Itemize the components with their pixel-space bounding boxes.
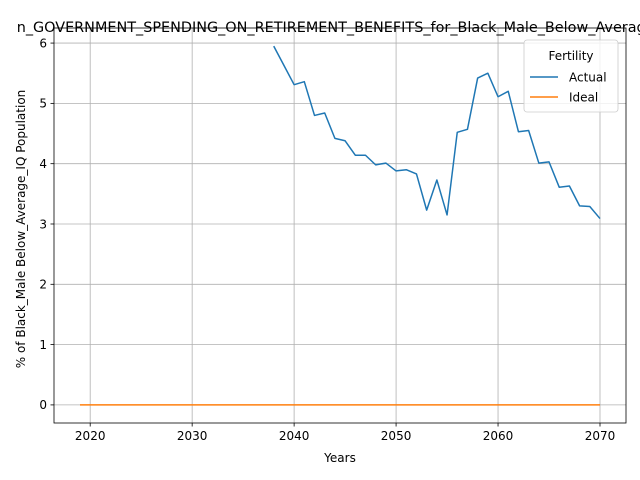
x-axis-label: Years — [323, 451, 356, 465]
y-tick-label: 2 — [39, 278, 47, 292]
y-tick-label: 3 — [39, 217, 47, 231]
x-tick-label: 2020 — [75, 429, 106, 443]
series-line-actual — [273, 45, 601, 220]
y-tick-label: 4 — [39, 157, 47, 171]
plot-frame — [53, 27, 627, 424]
legend-label-actual: Actual — [569, 71, 607, 85]
series-lines — [80, 45, 601, 406]
x-tick-label: 2050 — [381, 429, 412, 443]
y-tick-label: 0 — [39, 398, 47, 412]
y-tick-label: 6 — [39, 36, 47, 50]
y-axis-label: % of Black_Male Below_Average_IQ Populat… — [14, 90, 28, 369]
legend-label-ideal: Ideal — [569, 91, 598, 105]
x-tick-label: 2030 — [177, 429, 208, 443]
x-tick-label: 2040 — [279, 429, 310, 443]
x-tick-label: 2070 — [585, 429, 616, 443]
legend-title: Fertility — [548, 49, 593, 63]
y-tick-label: 1 — [39, 338, 47, 352]
x-tick-label: 2060 — [483, 429, 514, 443]
y-tick-label: 5 — [39, 97, 47, 111]
chart-title: n_GOVERNMENT_SPENDING_ON_RETIREMENT_BENE… — [17, 20, 640, 36]
y-axis-ticks: 0 1 2 3 4 5 6 — [39, 36, 54, 412]
legend-box — [523, 39, 619, 113]
legend: Fertility Actual Ideal — [523, 39, 619, 113]
x-axis-ticks: 2020 2030 2040 2050 2060 2070 — [75, 423, 615, 443]
